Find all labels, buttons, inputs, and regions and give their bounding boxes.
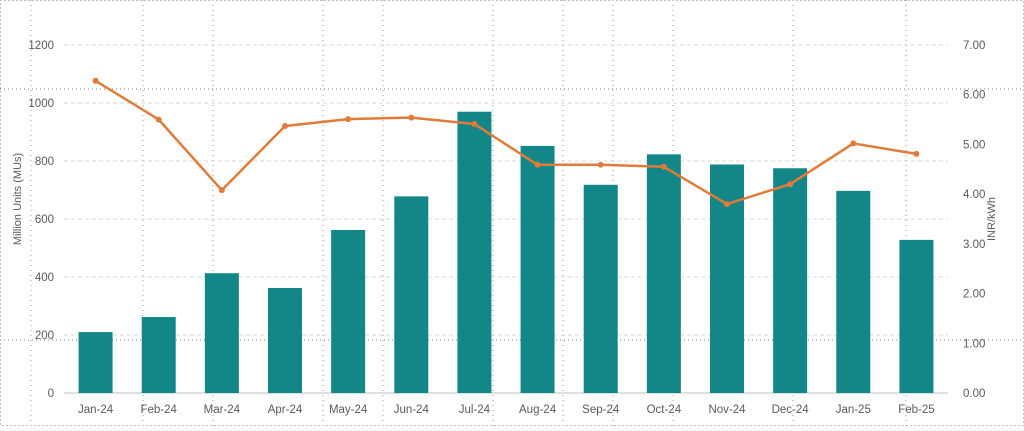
gridlines: [64, 44, 948, 394]
line-series: [92, 77, 920, 208]
bar-Dec-24: [773, 168, 808, 393]
y-tick-label: 1200: [28, 40, 54, 52]
x-tick-label: Sep-24: [582, 404, 620, 416]
x-tick-label: Feb-25: [898, 404, 934, 416]
x-tick-label: Mar-24: [204, 404, 241, 416]
x-tick-label: Jan-25: [836, 404, 871, 416]
x-tick-label: May-24: [329, 404, 368, 416]
bar-Nov-24: [710, 164, 744, 393]
x-tick-label: Jun-24: [394, 404, 430, 416]
y2-tick-label: 1.00: [963, 338, 985, 350]
line-point-Aug-24: [534, 161, 541, 168]
bar-Oct-24: [646, 154, 681, 393]
bar-Feb-25: [899, 239, 934, 393]
line-point-Feb-25: [913, 150, 920, 157]
y2-tick-label: 6.00: [963, 90, 985, 102]
line-point-May-24: [345, 116, 352, 123]
y-axis-left-title: Million Units (MUs): [12, 153, 24, 245]
line-point-Oct-24: [660, 163, 667, 170]
line-point-Jan-25: [850, 140, 857, 147]
line-point-Dec-24: [787, 181, 794, 188]
y-axis-left-tick-labels: 0 200 400 600 800 1000 1200: [28, 40, 54, 400]
y2-tick-label: 5.00: [963, 139, 985, 151]
x-tick-label: Feb-24: [140, 404, 177, 416]
bar-Mar-24: [204, 273, 239, 393]
y2-tick-label: 2.00: [963, 289, 985, 301]
line-point-Mar-24: [218, 187, 225, 194]
line-point-Jun-24: [408, 114, 415, 121]
x-tick-label: Aug-24: [519, 404, 557, 416]
x-tick-label: Nov-24: [708, 404, 746, 416]
y-tick-label: 600: [35, 214, 54, 226]
y-axis-right-title: INR/kWh: [986, 197, 998, 241]
bar-Apr-24: [268, 288, 302, 393]
x-tick-label: Oct-24: [647, 404, 682, 416]
bar-Jan-25: [836, 190, 871, 393]
bar-May-24: [331, 230, 366, 393]
y2-tick-label: 4.00: [963, 189, 985, 201]
line-point-Feb-24: [155, 116, 162, 123]
bar-Jan-24: [78, 332, 113, 393]
x-tick-label: Jul-24: [459, 404, 491, 416]
bar-series: [78, 111, 934, 393]
y-tick-label: 200: [35, 330, 54, 342]
bar-Feb-24: [141, 317, 176, 393]
bar-Sep-24: [583, 184, 618, 393]
y-tick-label: 400: [35, 272, 54, 284]
y-tick-label: 0: [48, 388, 54, 400]
line-point-Jan-24: [92, 77, 99, 84]
line-point-Jul-24: [471, 121, 478, 128]
y2-tick-label: 0.00: [963, 388, 985, 400]
x-tick-label: Dec-24: [772, 404, 810, 416]
y2-tick-label: 3.00: [963, 239, 985, 251]
y-tick-label: 1000: [28, 98, 54, 110]
line-point-Sep-24: [597, 161, 604, 168]
x-tick-label: Apr-24: [268, 404, 303, 416]
line-point-Nov-24: [724, 201, 730, 208]
y-tick-label: 800: [35, 156, 54, 168]
bar-Jun-24: [394, 196, 429, 393]
x-axis-tick-labels: Jan-24 Feb-24 Mar-24 Apr-24 May-24 Jun-24 Jul-…: [78, 404, 935, 416]
y2-tick-label: 7.00: [963, 40, 985, 52]
bar-Aug-24: [520, 145, 555, 393]
line-point-Apr-24: [282, 123, 288, 130]
y-axis-right-tick-labels: 0.00 1.00 2.00 3.00 4.00 5.00 6.00 7.00: [963, 40, 985, 400]
x-tick-label: Jan-24: [78, 404, 114, 416]
bar-Jul-24: [457, 111, 492, 393]
line-path: [94, 79, 917, 206]
